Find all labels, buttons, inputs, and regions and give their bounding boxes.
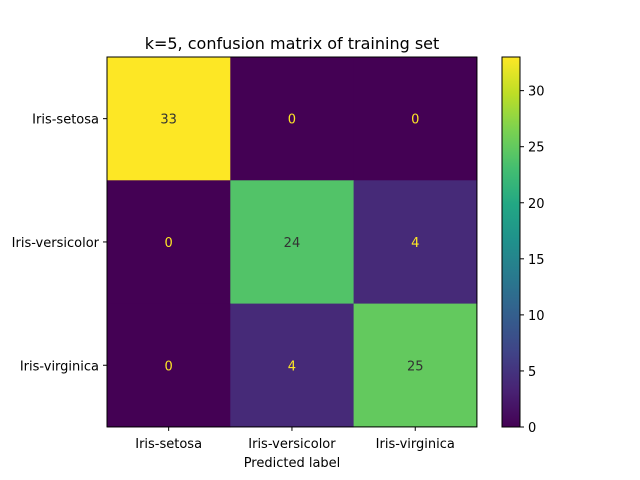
heatmap-cell-0-2 (353, 57, 478, 181)
y-tick-label-2: Iris-virginica (20, 359, 99, 374)
cell-value-label-2-1: 4 (288, 359, 296, 374)
colorbar-tick-label-3: 15 (528, 253, 545, 268)
heatmap-cell-2-0 (107, 303, 231, 428)
colorbar-gradient (501, 56, 521, 428)
y-tick-label-1: Iris-versicolor (12, 236, 100, 251)
heatmap-cell-1-0 (107, 180, 231, 305)
cell-value-label-1-0: 0 (165, 236, 173, 251)
heatmap-cell-0-1 (230, 57, 355, 181)
colorbar-tick-label-4: 20 (528, 197, 545, 212)
colorbar: 0 5 10 15 20 25 30 (501, 56, 545, 436)
colorbar-tick-label-0: 0 (528, 421, 536, 436)
heatmap-cell-1-1 (230, 180, 355, 305)
chart-title: k=5, confusion matrix of training set (145, 34, 440, 53)
cell-value-label-1-2: 4 (411, 236, 419, 251)
colorbar-tick-label-6: 30 (528, 85, 545, 100)
y-tick-label-0: Iris-setosa (32, 113, 99, 128)
heatmap-cell-2-1 (230, 303, 355, 428)
colorbar-tick-label-2: 10 (528, 309, 545, 324)
x-tick-label-2: Iris-virginica (376, 437, 455, 452)
heatmap-cell-2-2 (353, 303, 478, 428)
cell-value-label-2-0: 0 (165, 359, 173, 374)
colorbar-tick-label-5: 25 (528, 141, 545, 156)
x-tick-label-1: Iris-versicolor (248, 437, 336, 452)
heatmap-plot-area: 33 0 0 0 24 4 0 4 25 Iris-setosa Iris-versicolor Ir… (12, 56, 478, 452)
cell-value-label-2-2: 25 (407, 359, 424, 374)
heatmap-cell-1-2 (353, 180, 478, 305)
cell-value-label-0-2: 0 (411, 113, 419, 128)
cell-value-label-0-1: 0 (288, 113, 296, 128)
x-tick-label-0: Iris-setosa (135, 437, 202, 452)
cell-value-label-1-1: 24 (284, 236, 301, 251)
colorbar-tick-label-1: 5 (528, 365, 536, 380)
x-axis-label: Predicted label (244, 456, 341, 471)
cell-value-label-0-0: 33 (160, 113, 177, 128)
heatmap-cell-0-0 (107, 57, 231, 181)
